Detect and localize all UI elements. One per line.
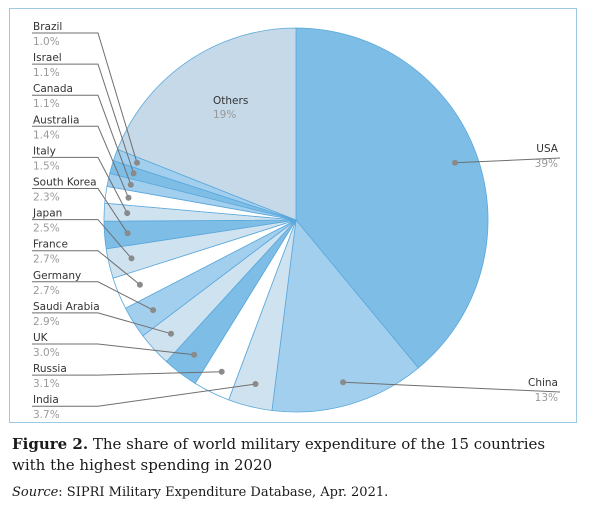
slice-label-saudi-arabia: Saudi Arabia xyxy=(33,301,100,313)
caption-text: The share of world military expenditure … xyxy=(12,435,546,474)
slice-value-saudi-arabia: 2.9% xyxy=(33,316,60,328)
slice-value-japan: 2.5% xyxy=(33,223,60,235)
slice-value-uk: 3.0% xyxy=(33,347,60,359)
slice-label-israel: Israel xyxy=(33,52,62,64)
leader-line-south-korea xyxy=(32,188,129,234)
figure-caption: Figure 2. The share of world military ex… xyxy=(12,434,582,476)
leader-dot-france xyxy=(136,281,143,288)
leader-line-italy xyxy=(32,156,128,214)
slice-label-russia: Russia xyxy=(33,363,67,375)
slice-value-brazil: 1.0% xyxy=(33,36,60,48)
source-text: : SIPRI Military Expenditure Database, A… xyxy=(58,485,389,500)
leader-line-saudi-arabia xyxy=(32,312,172,335)
slice-label-india: India xyxy=(33,394,59,406)
leader-line-uk xyxy=(32,343,195,356)
slice-value-israel: 1.1% xyxy=(33,67,60,79)
pie-slices xyxy=(103,27,489,413)
leader-dot-russia xyxy=(218,368,225,375)
source-label: Source xyxy=(12,485,59,500)
slice-label-italy: Italy xyxy=(33,145,56,157)
slice-label-australia: Australia xyxy=(33,114,79,126)
figure-label: Figure 2. xyxy=(12,435,89,453)
pie-slice-usa xyxy=(295,27,489,369)
leader-line-china xyxy=(343,381,561,393)
slice-value-india: 3.7% xyxy=(33,409,60,421)
slice-label-france: France xyxy=(33,239,68,251)
leader-line-israel xyxy=(32,63,135,174)
leader-dot-australia xyxy=(125,194,132,201)
leader-dot-china xyxy=(340,379,347,386)
leader-dot-south-korea xyxy=(124,230,131,237)
slice-label-usa: USA xyxy=(536,143,559,155)
slice-value-italy: 1.5% xyxy=(33,160,60,172)
leader-line-usa xyxy=(454,157,561,164)
leader-dot-brazil xyxy=(134,159,140,166)
leader-line-australia xyxy=(32,125,129,198)
leader-dot-india xyxy=(252,381,259,387)
leader-lines xyxy=(32,32,561,407)
slice-value-canada: 1.1% xyxy=(33,98,60,110)
slice-label-germany: Germany xyxy=(33,270,81,282)
leader-dot-italy xyxy=(124,210,131,217)
leader-line-india xyxy=(32,383,256,407)
leader-line-canada xyxy=(32,94,132,185)
slice-value-france: 2.7% xyxy=(33,254,60,266)
leader-line-russia xyxy=(32,371,222,376)
slice-label-china: China xyxy=(528,377,558,389)
slice-value-china: 13% xyxy=(535,392,558,404)
slice-value-australia: 1.4% xyxy=(33,129,60,141)
slice-label-uk: UK xyxy=(33,332,49,344)
slice-value-usa: 39% xyxy=(535,158,558,170)
leader-dot-uk xyxy=(191,351,198,358)
leader-dot-japan xyxy=(128,255,135,262)
slice-value-south-korea: 2.3% xyxy=(33,192,60,204)
slice-label-others: Others xyxy=(213,95,248,107)
leader-line-france xyxy=(32,250,141,286)
leader-dot-usa xyxy=(452,159,458,166)
leader-line-japan xyxy=(32,219,132,259)
source-note: Source: SIPRI Military Expenditure Datab… xyxy=(12,485,582,500)
leader-dot-canada xyxy=(127,181,134,188)
leader-dot-israel xyxy=(130,170,137,177)
slice-labels: USA 39% China 13% India 3.7% Russia 3.1% UK 3.0% S… xyxy=(32,21,559,421)
slice-label-brazil: Brazil xyxy=(33,21,62,33)
pie-slice-china xyxy=(271,219,419,413)
leader-line-brazil xyxy=(32,32,138,163)
slice-value-russia: 3.1% xyxy=(33,378,60,390)
slice-value-germany: 2.7% xyxy=(33,285,60,297)
leader-dot-germany xyxy=(150,307,157,314)
slice-value-others: 19% xyxy=(213,109,236,121)
slice-label-south-korea: South Korea xyxy=(33,177,97,189)
pie-chart: USA 39% China 13% India 3.7% Russia 3.1% UK 3.0% S… xyxy=(32,21,561,421)
leader-line-germany xyxy=(32,281,154,311)
leader-dot-saudi-arabia xyxy=(168,330,174,337)
slice-label-japan: Japan xyxy=(32,208,62,220)
slice-label-canada: Canada xyxy=(33,83,73,95)
